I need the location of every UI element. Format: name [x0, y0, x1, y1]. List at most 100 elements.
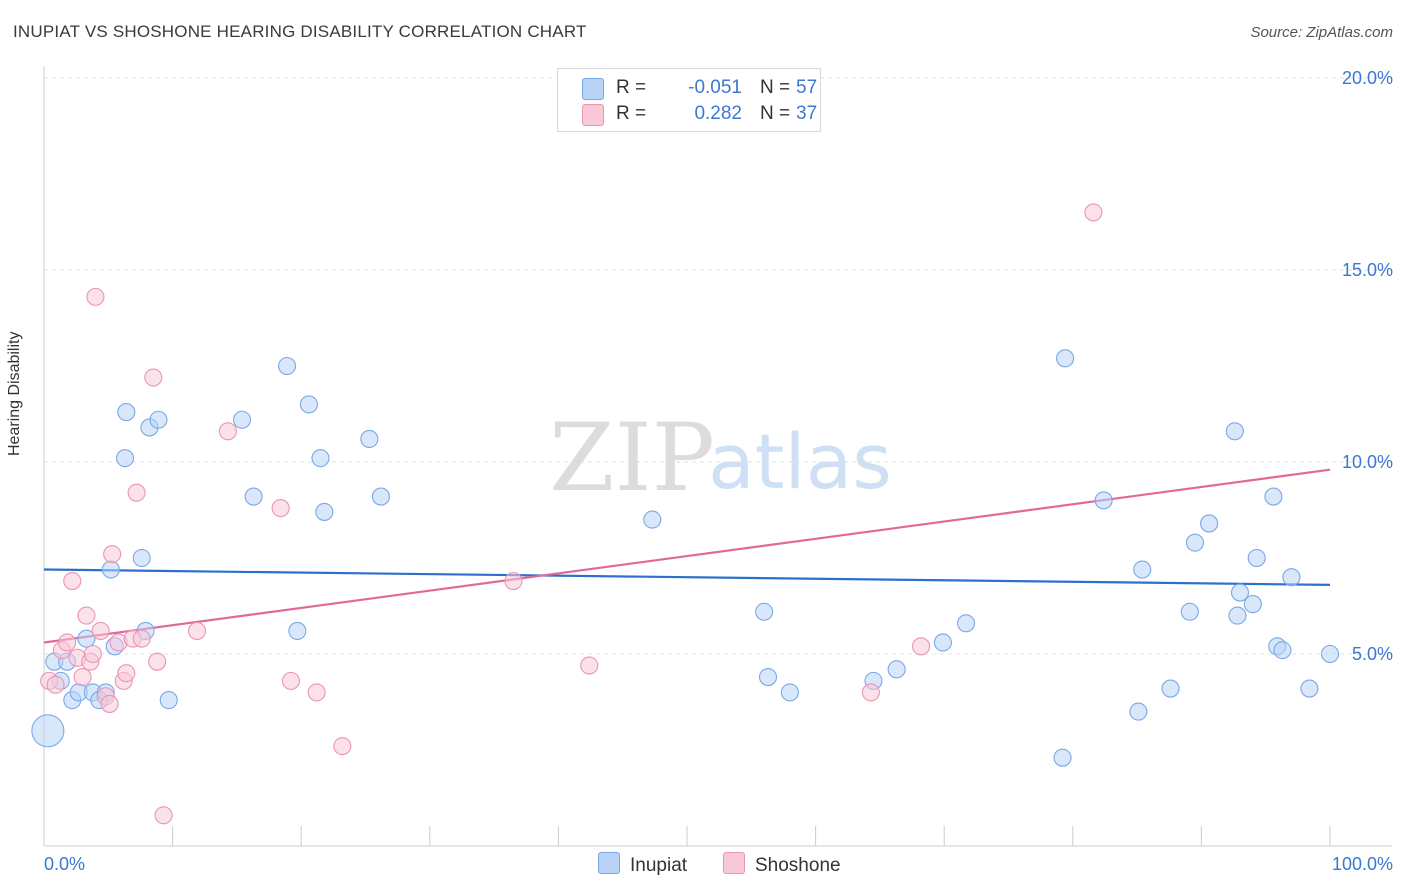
n-label: N = — [760, 103, 791, 124]
point-shoshone — [132, 629, 151, 648]
legend-label-inupiat: Inupiat — [630, 855, 688, 876]
correlation-legend: R = -0.051 N = 57 R = 0.282 N = 37 — [557, 68, 821, 132]
point-shoshone — [912, 637, 931, 656]
point-inupiat — [1228, 606, 1247, 625]
legend-item-shoshone[interactable]: Shoshone — [723, 852, 841, 877]
point-inupiat — [1133, 560, 1152, 579]
point-shoshone — [86, 287, 105, 306]
point-shoshone — [77, 606, 96, 625]
point-inupiat — [933, 633, 952, 652]
y-tick-label: 15.0% — [1342, 260, 1393, 280]
r-value: -0.051 — [688, 77, 742, 98]
point-shoshone — [333, 737, 352, 756]
point-inupiat — [1230, 583, 1250, 602]
point-shoshone — [861, 683, 880, 702]
r-label: R = — [616, 103, 647, 124]
n-value: 57 — [796, 77, 818, 98]
point-shoshone — [580, 656, 599, 675]
point-inupiat — [244, 487, 263, 506]
point-inupiat — [643, 510, 662, 529]
point-inupiat — [1161, 679, 1180, 698]
point-shoshone — [144, 368, 163, 387]
point-shoshone — [83, 644, 102, 664]
point-inupiat — [1200, 514, 1219, 533]
point-inupiat — [1243, 595, 1262, 614]
point-inupiat — [278, 356, 297, 376]
point-inupiat — [232, 410, 252, 429]
n-label: N = — [760, 77, 791, 98]
axes — [43, 66, 1392, 847]
point-shoshone — [154, 806, 173, 825]
point-shoshone — [73, 667, 92, 687]
source-label: Source: ZipAtlas.com — [1250, 24, 1393, 41]
point-inupiat — [1180, 602, 1199, 621]
point-shoshone — [46, 675, 65, 694]
point-inupiat — [887, 660, 906, 679]
point-inupiat — [758, 667, 778, 687]
trend-line-shoshone — [43, 468, 1331, 644]
point-inupiat — [31, 714, 65, 748]
x-tick-label-max: 100.0% — [1332, 854, 1393, 874]
point-inupiat — [360, 429, 379, 449]
point-inupiat — [755, 602, 774, 621]
watermark: ZIP atlas — [549, 404, 892, 513]
point-inupiat — [1282, 568, 1301, 587]
chart-title: INUPIAT VS SHOSHONE HEARING DISABILITY C… — [13, 22, 587, 41]
y-tick-label: 10.0% — [1342, 452, 1393, 472]
point-shoshone — [281, 671, 300, 690]
r-value: 0.282 — [694, 103, 742, 124]
tick-labels: 5.0% 10.0% 15.0% 20.0% 0.0% 100.0% — [44, 68, 1393, 874]
point-shoshone — [1084, 203, 1103, 222]
point-shoshone — [307, 683, 326, 702]
shoshone-swatch — [582, 104, 604, 126]
point-inupiat — [1247, 548, 1266, 568]
point-shoshone — [63, 571, 82, 591]
point-inupiat — [159, 691, 178, 710]
point-inupiat — [1056, 349, 1075, 368]
inupiat-swatch — [598, 852, 620, 874]
point-shoshone — [91, 621, 110, 641]
point-inupiat — [1300, 679, 1319, 698]
x-tick-label-min: 0.0% — [44, 854, 85, 874]
point-inupiat — [117, 403, 136, 422]
y-tick-label: 20.0% — [1342, 68, 1393, 88]
point-shoshone — [148, 652, 167, 671]
legend-label-shoshone: Shoshone — [755, 855, 841, 876]
data-points — [31, 80, 1340, 825]
point-inupiat — [1264, 487, 1283, 506]
trend-lines — [43, 468, 1331, 644]
point-shoshone — [58, 633, 77, 652]
point-inupiat — [1053, 748, 1072, 767]
point-inupiat — [288, 621, 307, 641]
point-inupiat — [311, 449, 330, 468]
point-shoshone — [218, 422, 237, 441]
trend-line-inupiat — [43, 568, 1331, 586]
point-shoshone — [271, 499, 290, 518]
point-shoshone — [504, 571, 523, 591]
gridlines — [44, 77, 1394, 655]
watermark-zip: ZIP — [549, 404, 715, 513]
point-inupiat — [132, 548, 151, 568]
point-inupiat — [371, 487, 390, 506]
point-inupiat — [77, 629, 96, 648]
y-axis-label: Hearing Disability — [6, 331, 23, 457]
r-label: R = — [616, 77, 647, 98]
point-shoshone — [187, 621, 207, 641]
point-inupiat — [1273, 641, 1292, 660]
point-shoshone — [117, 664, 136, 683]
n-value: 37 — [796, 103, 818, 124]
point-inupiat — [780, 683, 799, 702]
point-inupiat — [115, 449, 135, 468]
watermark-atlas: atlas — [708, 417, 892, 506]
point-inupiat — [299, 395, 318, 414]
legend-item-inupiat[interactable]: Inupiat — [598, 852, 687, 877]
point-inupiat — [957, 614, 976, 633]
point-shoshone — [127, 483, 146, 502]
point-inupiat — [315, 502, 334, 521]
point-shoshone — [103, 545, 122, 564]
point-inupiat — [101, 560, 120, 579]
point-inupiat — [1320, 644, 1340, 664]
point-inupiat — [1129, 702, 1148, 721]
point-inupiat — [1225, 422, 1244, 441]
